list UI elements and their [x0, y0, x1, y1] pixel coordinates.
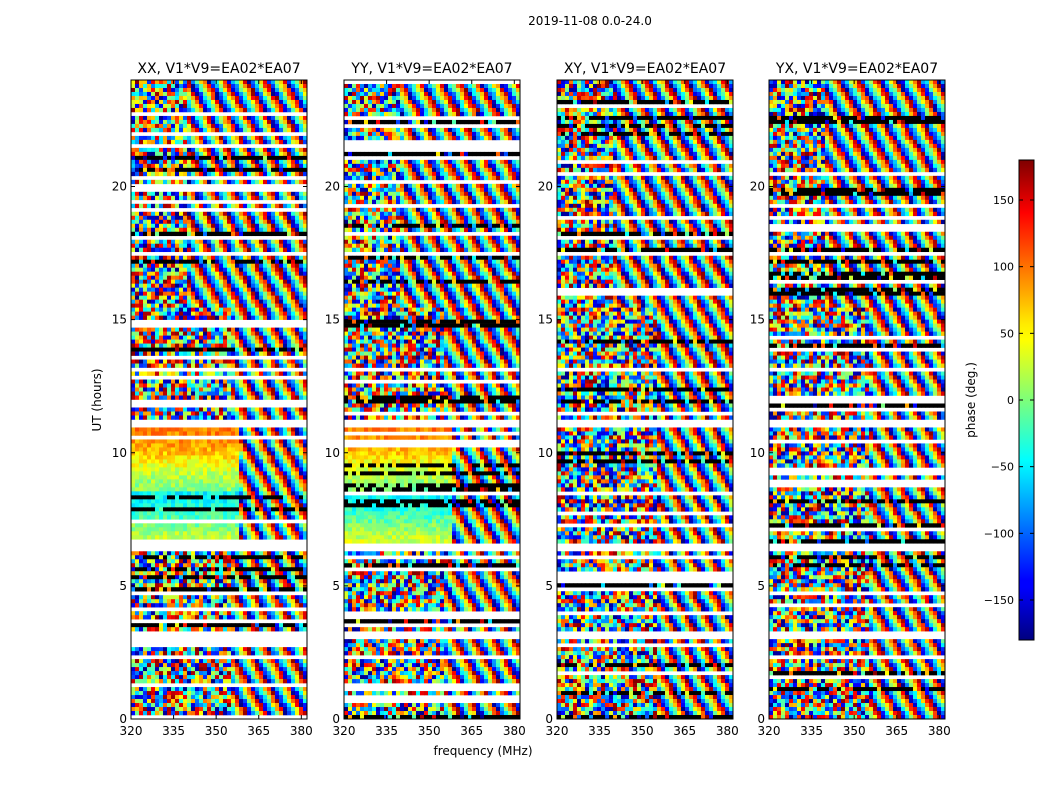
y-tick-label: 5: [757, 579, 765, 593]
y-tick-label: 20: [538, 180, 553, 194]
y-tick-label: 10: [750, 446, 765, 460]
x-tick-label: 350: [205, 724, 228, 738]
x-tick-label: 335: [162, 724, 185, 738]
panel-title: XX, V1*V9=EA02*EA07: [137, 61, 300, 77]
x-tick-label: 350: [631, 724, 654, 738]
colorbar-tick-label: 150: [993, 194, 1014, 207]
x-tick-label: 380: [290, 724, 313, 738]
y-tick-label: 15: [750, 313, 765, 327]
y-tick-label: 5: [119, 579, 127, 593]
panel-frame: [768, 79, 946, 720]
x-tick-label: 350: [843, 724, 866, 738]
y-axis-label: UT (hours): [90, 368, 104, 431]
y-tick-label: 15: [538, 313, 553, 327]
panel-frame: [343, 79, 521, 720]
panel-title: YX, V1*V9=EA02*EA07: [775, 61, 938, 77]
colorbar-label: phase (deg.): [964, 362, 978, 438]
heatmap-panel-xy: [556, 79, 734, 720]
panel-frame: [556, 79, 734, 720]
colorbar-tick-label: 50: [1000, 327, 1014, 340]
phase-cells: [131, 80, 308, 716]
x-tick-label: 335: [800, 724, 823, 738]
heatmap-panel-yx: [768, 79, 946, 720]
y-tick-label: 0: [757, 712, 765, 726]
heatmap-panel-yy: [343, 79, 521, 720]
x-tick-label: 365: [460, 724, 483, 738]
y-tick-label: 20: [325, 180, 340, 194]
figure-title: 2019-11-08 0.0-24.0: [0, 14, 1050, 28]
y-tick-label: 15: [325, 313, 340, 327]
x-tick-label: 365: [885, 724, 908, 738]
y-tick-label: 10: [112, 446, 127, 460]
colorbar-gradient: [1019, 160, 1034, 640]
y-tick-label: 0: [545, 712, 553, 726]
panel-title: YY, V1*V9=EA02*EA07: [350, 61, 512, 77]
y-tick-label: 15: [112, 313, 127, 327]
x-tick-label: 380: [928, 724, 951, 738]
x-tick-label: 335: [588, 724, 611, 738]
colorbar-tick-label: −150: [984, 594, 1014, 607]
y-tick-label: 10: [538, 446, 553, 460]
y-tick-label: 5: [545, 579, 553, 593]
x-tick-label: 380: [716, 724, 739, 738]
phase-cells: [557, 80, 734, 720]
x-tick-label: 335: [375, 724, 398, 738]
x-tick-label: 365: [673, 724, 696, 738]
panel-title: XY, V1*V9=EA02*EA07: [564, 61, 726, 77]
colorbar-tick-label: −50: [991, 461, 1014, 474]
heatmap-panel-xx: [130, 79, 308, 720]
x-tick-label: 320: [758, 724, 781, 738]
y-tick-label: 20: [750, 180, 765, 194]
x-tick-label: 320: [120, 724, 143, 738]
y-tick-label: 10: [325, 446, 340, 460]
x-tick-label: 320: [333, 724, 356, 738]
y-tick-label: 0: [332, 712, 340, 726]
x-axis-label: frequency (MHz): [433, 744, 532, 758]
phase-cells: [344, 83, 521, 720]
x-tick-label: 320: [546, 724, 569, 738]
colorbar-tick-label: −100: [984, 527, 1014, 540]
y-tick-label: 5: [332, 579, 340, 593]
x-tick-label: 365: [247, 724, 270, 738]
colorbar-tick-label: 0: [1007, 394, 1014, 407]
panel-frame: [130, 79, 308, 720]
phase-cells: [769, 80, 946, 720]
y-tick-label: 0: [119, 712, 127, 726]
colorbar-tick-label: 100: [993, 261, 1014, 274]
x-tick-label: 380: [503, 724, 526, 738]
y-tick-label: 20: [112, 180, 127, 194]
x-tick-label: 350: [418, 724, 441, 738]
